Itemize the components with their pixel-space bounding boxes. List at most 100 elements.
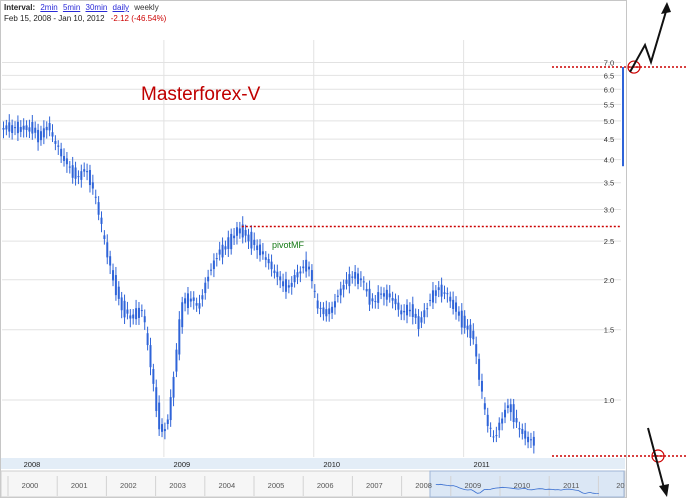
candle-body	[279, 276, 282, 281]
candle-body	[331, 306, 334, 313]
candle-body	[290, 282, 293, 287]
candle-body	[212, 260, 215, 270]
y-tick-label: 2.0	[604, 276, 614, 285]
candle-body	[498, 422, 501, 431]
candle-body	[247, 234, 250, 242]
candle-body	[293, 275, 296, 283]
candle-body	[492, 436, 495, 438]
candle-body	[348, 274, 351, 287]
candle-body	[385, 289, 388, 300]
candle-body	[480, 380, 483, 392]
candle-body	[518, 428, 521, 430]
candle-body	[368, 288, 371, 305]
y-tick-label: 7.0	[604, 59, 614, 68]
navigator-year-label: 2001	[71, 481, 88, 490]
navigator-year-label: 2003	[169, 481, 186, 490]
candle-body	[354, 271, 357, 279]
candle-body	[377, 292, 380, 303]
candle-body	[287, 285, 290, 288]
candle-body	[135, 308, 138, 320]
candle-body	[284, 279, 287, 292]
candle-body	[256, 245, 259, 251]
candle-body	[443, 292, 446, 294]
x-axis-band	[1, 458, 625, 469]
interval-2min-link[interactable]: 2min	[40, 3, 58, 12]
candle-body	[218, 249, 221, 255]
candle-body	[299, 271, 302, 274]
candle-body	[48, 123, 51, 131]
navigator-year-label: 2007	[366, 481, 383, 490]
candle-body	[181, 302, 184, 328]
interval-5min-link[interactable]: 5min	[62, 3, 81, 12]
candle-body	[483, 403, 486, 410]
candle-body	[351, 276, 354, 278]
candle-body	[244, 229, 247, 236]
candle-body	[16, 121, 19, 134]
candle-body	[276, 271, 279, 278]
candle-body	[529, 439, 532, 441]
candle-body	[336, 295, 339, 297]
candle-body	[406, 304, 409, 316]
candle-body	[100, 217, 103, 224]
candle-body	[504, 409, 507, 418]
candle-body	[146, 333, 149, 346]
candle-body	[394, 298, 397, 305]
candle-body	[5, 125, 8, 130]
candle-body	[380, 293, 383, 295]
candle-body	[319, 307, 322, 309]
candle-body	[391, 298, 394, 301]
candle-body	[143, 316, 146, 323]
candle-body	[414, 313, 417, 318]
candle-body	[527, 436, 530, 443]
y-tick-label: 1.0	[604, 396, 614, 405]
interval-30min-link[interactable]: 30min	[85, 3, 108, 12]
candle-body	[322, 307, 325, 315]
candle-body	[63, 156, 66, 161]
navigator-year-label: 2006	[317, 481, 334, 490]
candle-body	[155, 387, 158, 412]
candle-body	[22, 125, 25, 130]
chart-header: Interval: 2min 5min 30min daily weekly F…	[4, 2, 166, 24]
candle-body	[11, 125, 14, 134]
navigator-year-label: 2002	[120, 481, 137, 490]
candle-body	[42, 128, 45, 138]
candle-body	[333, 301, 336, 308]
up-arrow-path	[629, 7, 668, 73]
candle-body	[486, 414, 489, 427]
candle-body	[189, 298, 192, 302]
candle-body	[132, 314, 135, 319]
y-tick-label: 6.0	[604, 85, 614, 94]
candle-body	[408, 309, 411, 312]
x-tick-label: 2008	[24, 460, 41, 469]
candle-body	[207, 276, 210, 282]
candle-body	[166, 419, 169, 424]
range-row: Feb 15, 2008 - Jan 10, 2012 -2.12 (-46.5…	[4, 13, 166, 24]
candle-body	[261, 251, 264, 255]
candle-body	[512, 404, 515, 423]
candle-body	[423, 310, 426, 318]
price-change: -2.12 (-46.54%)	[110, 14, 167, 23]
candle-body	[28, 127, 31, 132]
candle-body	[2, 127, 5, 130]
candle-body	[362, 281, 365, 283]
candle-body	[426, 308, 429, 310]
navigator-year-label: 2009	[464, 481, 481, 490]
candle-body	[158, 402, 161, 430]
candle-body	[475, 344, 478, 357]
candle-body	[198, 303, 201, 309]
candle-body	[420, 317, 423, 323]
candle-body	[417, 316, 420, 329]
candle-body	[123, 300, 126, 318]
candle-body	[14, 127, 17, 129]
candle-body	[60, 148, 63, 157]
candle-body	[506, 405, 509, 408]
candle-body	[411, 304, 414, 318]
candle-body	[45, 126, 48, 131]
candle-body	[83, 169, 86, 172]
navigator-year-label: 20	[616, 481, 624, 490]
candle-body	[259, 244, 262, 256]
interval-daily-link[interactable]: daily	[112, 3, 129, 12]
y-tick-label: 4.0	[604, 156, 614, 165]
candle-body	[302, 266, 305, 269]
